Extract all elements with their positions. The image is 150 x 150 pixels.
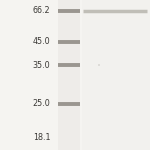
Text: 35.0: 35.0	[33, 61, 50, 70]
Text: 25.0: 25.0	[33, 99, 50, 108]
Text: 66.2: 66.2	[33, 6, 50, 15]
Text: 18.1: 18.1	[33, 134, 50, 142]
Text: 45.0: 45.0	[33, 38, 50, 46]
Bar	[58, 0, 80, 150]
Bar	[82, 0, 150, 150]
